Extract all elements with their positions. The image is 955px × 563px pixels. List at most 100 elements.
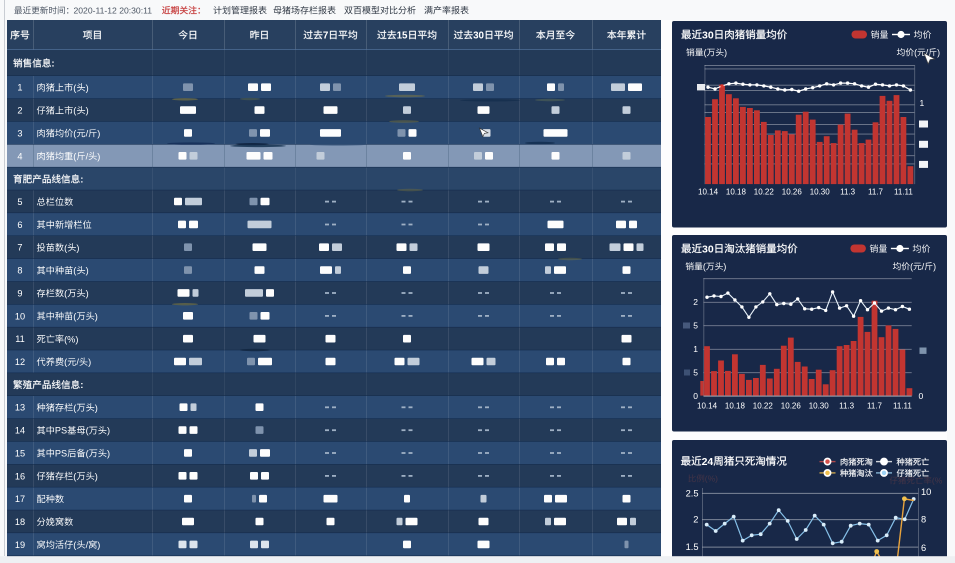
svg-text:(: ( — [73, 471, 76, 481]
svg-text:): ) — [95, 403, 98, 413]
svg-text:2.5: 2.5 — [686, 488, 699, 498]
svg-text:(: ( — [86, 449, 89, 459]
svg-text:30: 30 — [702, 29, 714, 41]
svg-text:): ) — [86, 266, 89, 276]
svg-text:10.18: 10.18 — [726, 188, 747, 197]
svg-text:1: 1 — [693, 344, 698, 354]
svg-text:7: 7 — [17, 243, 22, 253]
svg-text:17: 17 — [15, 494, 25, 504]
svg-text:4: 4 — [17, 151, 22, 161]
svg-text:(: ( — [73, 266, 76, 276]
svg-text:15: 15 — [15, 448, 25, 458]
svg-text::: : — [80, 175, 83, 186]
svg-text:10.26: 10.26 — [781, 402, 802, 411]
svg-text:): ) — [97, 540, 100, 550]
svg-text:PS: PS — [55, 426, 67, 436]
svg-text:PS: PS — [55, 449, 67, 459]
svg-text::: : — [80, 380, 83, 391]
svg-text:10.26: 10.26 — [782, 188, 803, 197]
svg-text:(: ( — [64, 357, 67, 367]
svg-text:/: / — [76, 357, 79, 367]
svg-text:30: 30 — [702, 243, 714, 255]
svg-text:(: ( — [73, 129, 76, 139]
svg-text:(: ( — [73, 151, 76, 161]
svg-text:): ) — [97, 129, 100, 139]
svg-text:10.18: 10.18 — [725, 402, 746, 411]
svg-text:2: 2 — [693, 515, 698, 525]
svg-text:2020-11-12 20:30:11: 2020-11-12 20:30:11 — [74, 6, 153, 16]
svg-text:): ) — [97, 151, 100, 161]
svg-text:10: 10 — [921, 487, 931, 497]
svg-text:11.3: 11.3 — [839, 402, 855, 411]
svg-text:/: / — [922, 262, 925, 272]
svg-text:10: 10 — [15, 311, 25, 321]
svg-text:(: ( — [73, 106, 76, 116]
svg-text:12: 12 — [15, 357, 25, 367]
svg-text:(: ( — [73, 540, 76, 550]
svg-text:11.7: 11.7 — [867, 402, 883, 411]
svg-text:11: 11 — [15, 334, 25, 344]
svg-text:(: ( — [86, 426, 89, 436]
svg-text:10.14: 10.14 — [697, 402, 718, 411]
svg-text:/: / — [926, 48, 929, 58]
svg-text:): ) — [723, 262, 726, 272]
svg-text:(%): (%) — [64, 334, 78, 344]
svg-text:): ) — [107, 426, 110, 436]
svg-text::: : — [51, 59, 54, 70]
svg-text:10.22: 10.22 — [754, 188, 775, 197]
svg-text:(: ( — [703, 262, 706, 272]
svg-text:(: ( — [73, 403, 76, 413]
svg-text:): ) — [724, 48, 727, 58]
svg-text:): ) — [76, 243, 79, 253]
svg-text:(: ( — [73, 311, 76, 321]
svg-text:10.14: 10.14 — [698, 188, 719, 197]
svg-text:(: ( — [64, 289, 67, 299]
svg-text:2: 2 — [17, 106, 22, 116]
svg-text:2: 2 — [693, 297, 698, 307]
svg-text:5: 5 — [17, 197, 22, 207]
svg-text:(: ( — [704, 48, 707, 58]
svg-text:1.5: 1.5 — [686, 542, 699, 552]
svg-text:11.7: 11.7 — [868, 188, 884, 197]
svg-text:(: ( — [64, 243, 67, 253]
svg-text:13: 13 — [15, 403, 25, 413]
svg-text:/: / — [86, 129, 89, 139]
svg-text:8: 8 — [921, 515, 926, 525]
svg-text:5: 5 — [693, 367, 698, 377]
svg-text:): ) — [937, 48, 940, 58]
svg-text:): ) — [86, 106, 89, 116]
svg-text:): ) — [86, 83, 89, 93]
svg-text:(: ( — [914, 48, 917, 58]
svg-text:11.3: 11.3 — [840, 188, 856, 197]
svg-text:(%): (%) — [705, 474, 718, 484]
svg-text:): ) — [95, 311, 98, 321]
svg-text:): ) — [933, 262, 936, 272]
svg-text:15: 15 — [397, 31, 408, 42]
svg-text:16: 16 — [15, 471, 25, 481]
svg-text:18: 18 — [15, 517, 25, 527]
svg-text:9: 9 — [17, 288, 22, 298]
svg-text:0: 0 — [919, 391, 924, 401]
svg-text:1: 1 — [920, 98, 925, 108]
svg-text:7: 7 — [323, 31, 329, 42]
svg-text:): ) — [86, 289, 89, 299]
svg-text:19: 19 — [15, 540, 25, 550]
svg-text:0: 0 — [693, 391, 698, 401]
svg-text:): ) — [95, 471, 98, 481]
svg-text:/: / — [86, 540, 89, 550]
svg-text:/: / — [86, 151, 89, 161]
svg-text:6: 6 — [17, 220, 22, 230]
svg-text:(: ( — [73, 83, 76, 93]
svg-text:14: 14 — [15, 426, 25, 436]
svg-text:(: ( — [910, 262, 913, 272]
svg-text:10.30: 10.30 — [809, 402, 830, 411]
svg-text:10.30: 10.30 — [810, 188, 831, 197]
svg-text:11.11: 11.11 — [894, 188, 913, 197]
svg-text:5: 5 — [693, 320, 698, 330]
svg-text:10.22: 10.22 — [753, 402, 774, 411]
svg-text:30: 30 — [473, 31, 484, 42]
svg-text:24: 24 — [702, 456, 714, 468]
svg-text:1: 1 — [17, 83, 22, 93]
svg-text:): ) — [107, 449, 110, 459]
svg-text:3: 3 — [17, 128, 22, 138]
